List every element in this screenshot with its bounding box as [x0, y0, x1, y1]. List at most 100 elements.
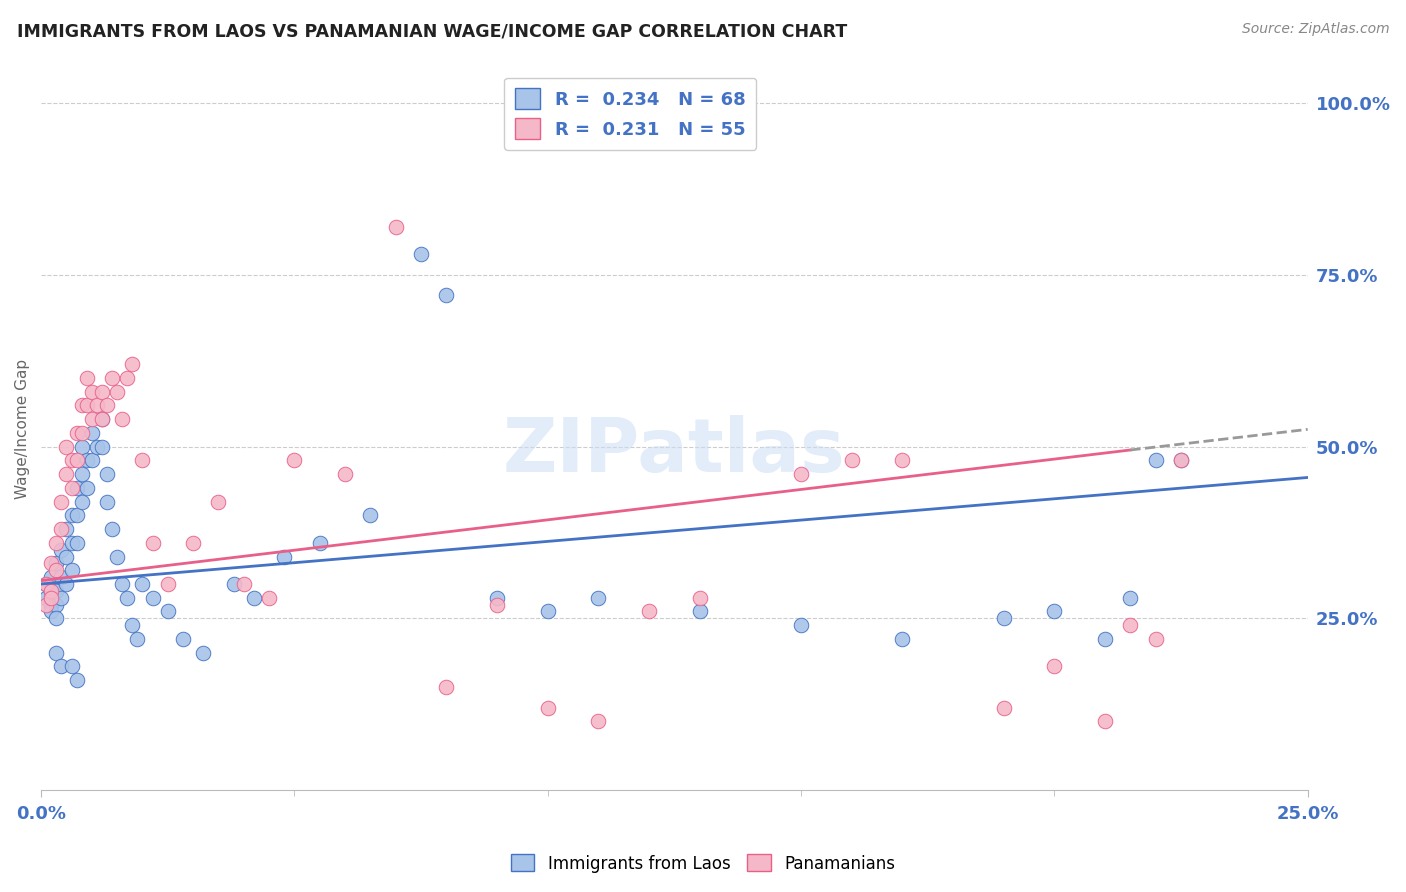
Point — [222, 577, 245, 591]
Point — [689, 591, 711, 605]
Point — [257, 591, 280, 605]
Point — [55, 577, 77, 591]
Point — [51, 659, 73, 673]
Point — [384, 219, 406, 234]
Point — [80, 425, 103, 440]
Point — [90, 440, 112, 454]
Point — [131, 577, 153, 591]
Point — [45, 563, 67, 577]
Point — [70, 398, 93, 412]
Point — [96, 467, 118, 481]
Point — [39, 583, 62, 598]
Point — [60, 453, 83, 467]
Point — [55, 522, 77, 536]
Point — [70, 440, 93, 454]
Point — [1043, 605, 1066, 619]
Point — [121, 618, 143, 632]
Point — [51, 494, 73, 508]
Text: IMMIGRANTS FROM LAOS VS PANAMANIAN WAGE/INCOME GAP CORRELATION CHART: IMMIGRANTS FROM LAOS VS PANAMANIAN WAGE/… — [17, 22, 848, 40]
Point — [111, 577, 134, 591]
Point — [689, 605, 711, 619]
Point — [409, 247, 432, 261]
Point — [283, 453, 305, 467]
Point — [35, 577, 58, 591]
Point — [90, 412, 112, 426]
Point — [76, 481, 98, 495]
Point — [39, 557, 62, 571]
Point — [891, 453, 914, 467]
Point — [80, 384, 103, 399]
Point — [45, 598, 67, 612]
Point — [193, 646, 215, 660]
Point — [1043, 659, 1066, 673]
Point — [45, 535, 67, 549]
Point — [39, 570, 62, 584]
Point — [45, 557, 67, 571]
Point — [90, 384, 112, 399]
Point — [1119, 591, 1142, 605]
Point — [39, 598, 62, 612]
Point — [86, 398, 108, 412]
Legend: Immigrants from Laos, Panamanians: Immigrants from Laos, Panamanians — [505, 847, 901, 880]
Point — [232, 577, 254, 591]
Point — [65, 535, 87, 549]
Point — [96, 398, 118, 412]
Point — [588, 591, 610, 605]
Point — [537, 700, 560, 714]
Point — [993, 700, 1015, 714]
Point — [105, 549, 128, 564]
Point — [65, 673, 87, 688]
Point — [436, 680, 458, 694]
Point — [841, 453, 863, 467]
Point — [65, 481, 87, 495]
Legend: R =  0.234   N = 68, R =  0.231   N = 55: R = 0.234 N = 68, R = 0.231 N = 55 — [503, 78, 756, 150]
Point — [45, 583, 67, 598]
Point — [207, 494, 229, 508]
Point — [172, 632, 194, 646]
Point — [115, 371, 138, 385]
Point — [993, 611, 1015, 625]
Point — [51, 522, 73, 536]
Point — [76, 453, 98, 467]
Point — [76, 398, 98, 412]
Point — [80, 412, 103, 426]
Point — [51, 542, 73, 557]
Y-axis label: Wage/Income Gap: Wage/Income Gap — [15, 359, 30, 500]
Point — [127, 632, 149, 646]
Point — [35, 598, 58, 612]
Point — [1094, 632, 1116, 646]
Point — [115, 591, 138, 605]
Point — [308, 535, 330, 549]
Point — [891, 632, 914, 646]
Point — [1170, 453, 1192, 467]
Point — [101, 522, 124, 536]
Point — [436, 288, 458, 302]
Point — [273, 549, 295, 564]
Text: Source: ZipAtlas.com: Source: ZipAtlas.com — [1241, 22, 1389, 37]
Point — [90, 412, 112, 426]
Point — [51, 591, 73, 605]
Point — [45, 646, 67, 660]
Point — [1144, 632, 1167, 646]
Point — [60, 508, 83, 523]
Point — [80, 453, 103, 467]
Point — [156, 605, 179, 619]
Point — [39, 583, 62, 598]
Point — [101, 371, 124, 385]
Point — [537, 605, 560, 619]
Point — [333, 467, 356, 481]
Point — [55, 467, 77, 481]
Point — [39, 591, 62, 605]
Point — [142, 535, 165, 549]
Point — [1144, 453, 1167, 467]
Point — [96, 494, 118, 508]
Point — [45, 611, 67, 625]
Point — [1094, 714, 1116, 729]
Point — [51, 570, 73, 584]
Point — [142, 591, 165, 605]
Point — [486, 598, 509, 612]
Point — [86, 440, 108, 454]
Point — [70, 494, 93, 508]
Point — [105, 384, 128, 399]
Point — [790, 618, 813, 632]
